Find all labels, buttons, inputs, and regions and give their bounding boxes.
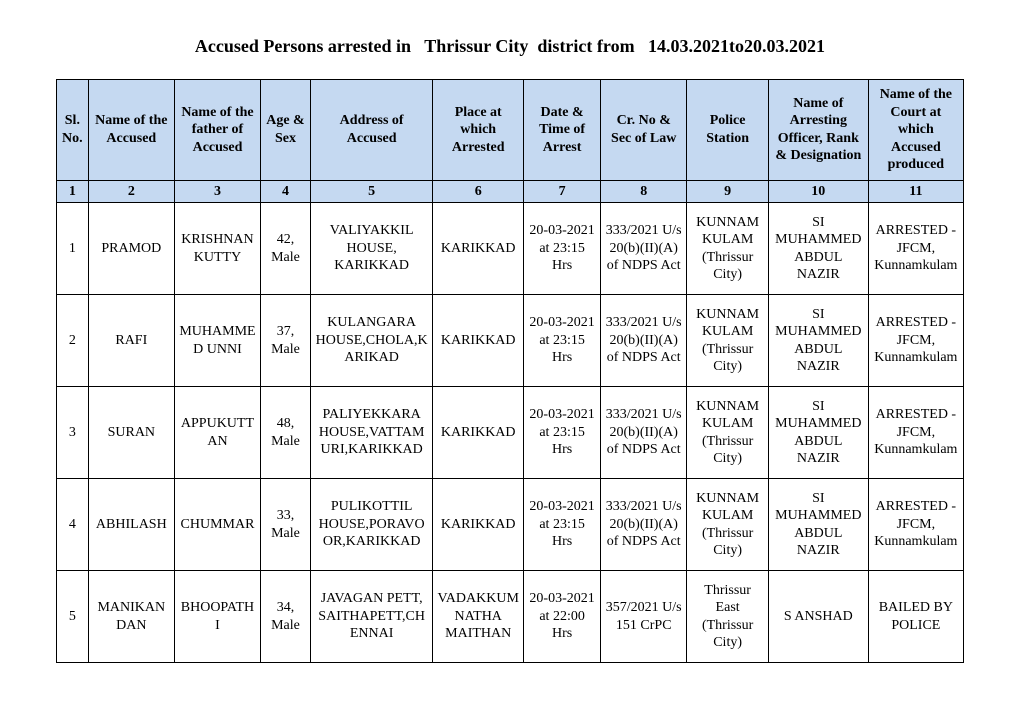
cell-sl: 1 — [57, 203, 89, 295]
cell-address: KULANGARA HOUSE,CHOLA,KARIKAD — [310, 295, 432, 387]
cell-place: VADAKKUMNATHA MAITHAN — [433, 571, 524, 663]
cell-name: MANIKANDAN — [88, 571, 174, 663]
cell-age: 37, Male — [261, 295, 311, 387]
cell-station: KUNNAMKULAM (Thrissur City) — [687, 295, 769, 387]
cell-officer: SI MUHAMMED ABDUL NAZIR — [768, 203, 868, 295]
cell-court: BAILED BY POLICE — [868, 571, 963, 663]
col-header-name: Name of the Accused — [88, 80, 174, 181]
cell-age: 34, Male — [261, 571, 311, 663]
col-header-sl: Sl. No. — [57, 80, 89, 181]
cell-law: 333/2021 U/s 20(b)(II)(A) of NDPS Act — [601, 479, 687, 571]
cell-court: ARRESTED - JFCM, Kunnamkulam — [868, 203, 963, 295]
cell-officer: SI MUHAMMED ABDUL NAZIR — [768, 295, 868, 387]
col-num: 11 — [868, 180, 963, 203]
cell-sl: 4 — [57, 479, 89, 571]
col-header-address: Address of Accused — [310, 80, 432, 181]
cell-address: JAVAGAN PETT, SAITHAPETT,CHENNAI — [310, 571, 432, 663]
cell-address: VALIYAKKIL HOUSE, KARIKKAD — [310, 203, 432, 295]
cell-law: 357/2021 U/s 151 CrPC — [601, 571, 687, 663]
arrest-table: Sl. No. Name of the Accused Name of the … — [56, 79, 964, 663]
col-num: 9 — [687, 180, 769, 203]
col-num: 4 — [261, 180, 311, 203]
col-header-father: Name of the father of Accused — [174, 80, 260, 181]
col-header-station: Police Station — [687, 80, 769, 181]
table-row: 1 PRAMOD KRISHNAN KUTTY 42, Male VALIYAK… — [57, 203, 964, 295]
cell-court: ARRESTED - JFCM, Kunnamkulam — [868, 295, 963, 387]
cell-place: KARIKKAD — [433, 479, 524, 571]
col-header-law: Cr. No & Sec of Law — [601, 80, 687, 181]
table-body: 1 PRAMOD KRISHNAN KUTTY 42, Male VALIYAK… — [57, 203, 964, 663]
col-num: 7 — [524, 180, 601, 203]
col-header-court: Name of the Court at which Accused produ… — [868, 80, 963, 181]
cell-date: 20-03-2021 at 22:00 Hrs — [524, 571, 601, 663]
table-row: 4 ABHILASH CHUMMAR 33, Male PULIKOTTIL H… — [57, 479, 964, 571]
cell-date: 20-03-2021 at 23:15 Hrs — [524, 387, 601, 479]
cell-sl: 3 — [57, 387, 89, 479]
table-column-number-row: 1 2 3 4 5 6 7 8 9 10 11 — [57, 180, 964, 203]
col-num: 5 — [310, 180, 432, 203]
cell-age: 33, Male — [261, 479, 311, 571]
cell-sl: 2 — [57, 295, 89, 387]
cell-name: RAFI — [88, 295, 174, 387]
cell-father: BHOOPATHI — [174, 571, 260, 663]
table-row: 2 RAFI MUHAMMED UNNI 37, Male KULANGARA … — [57, 295, 964, 387]
cell-place: KARIKKAD — [433, 203, 524, 295]
col-num: 1 — [57, 180, 89, 203]
col-num: 2 — [88, 180, 174, 203]
col-num: 3 — [174, 180, 260, 203]
page-title: Accused Persons arrested in Thrissur Cit… — [56, 36, 964, 57]
col-num: 6 — [433, 180, 524, 203]
col-header-age: Age & Sex — [261, 80, 311, 181]
cell-name: SURAN — [88, 387, 174, 479]
cell-age: 48, Male — [261, 387, 311, 479]
cell-name: PRAMOD — [88, 203, 174, 295]
cell-law: 333/2021 U/s 20(b)(II)(A) of NDPS Act — [601, 203, 687, 295]
cell-name: ABHILASH — [88, 479, 174, 571]
col-num: 10 — [768, 180, 868, 203]
cell-sl: 5 — [57, 571, 89, 663]
cell-station: Thrissur East (Thrissur City) — [687, 571, 769, 663]
cell-law: 333/2021 U/s 20(b)(II)(A) of NDPS Act — [601, 295, 687, 387]
cell-address: PALIYEKKARA HOUSE,VATTAMURI,KARIKKAD — [310, 387, 432, 479]
table-row: 5 MANIKANDAN BHOOPATHI 34, Male JAVAGAN … — [57, 571, 964, 663]
col-header-place: Place at which Arrested — [433, 80, 524, 181]
cell-father: KRISHNAN KUTTY — [174, 203, 260, 295]
cell-station: KUNNAMKULAM (Thrissur City) — [687, 203, 769, 295]
cell-place: KARIKKAD — [433, 295, 524, 387]
cell-place: KARIKKAD — [433, 387, 524, 479]
table-header-row: Sl. No. Name of the Accused Name of the … — [57, 80, 964, 181]
table-row: 3 SURAN APPUKUTTAN 48, Male PALIYEKKARA … — [57, 387, 964, 479]
cell-address: PULIKOTTIL HOUSE,PORAVOOR,KARIKKAD — [310, 479, 432, 571]
cell-officer: SI MUHAMMED ABDUL NAZIR — [768, 479, 868, 571]
cell-date: 20-03-2021 at 23:15 Hrs — [524, 295, 601, 387]
cell-date: 20-03-2021 at 23:15 Hrs — [524, 203, 601, 295]
cell-station: KUNNAMKULAM (Thrissur City) — [687, 387, 769, 479]
cell-officer: S ANSHAD — [768, 571, 868, 663]
col-num: 8 — [601, 180, 687, 203]
cell-officer: SI MUHAMMED ABDUL NAZIR — [768, 387, 868, 479]
col-header-date: Date & Time of Arrest — [524, 80, 601, 181]
cell-father: CHUMMAR — [174, 479, 260, 571]
cell-station: KUNNAMKULAM (Thrissur City) — [687, 479, 769, 571]
cell-father: MUHAMMED UNNI — [174, 295, 260, 387]
cell-father: APPUKUTTAN — [174, 387, 260, 479]
cell-court: ARRESTED - JFCM, Kunnamkulam — [868, 387, 963, 479]
cell-date: 20-03-2021 at 23:15 Hrs — [524, 479, 601, 571]
cell-age: 42, Male — [261, 203, 311, 295]
cell-court: ARRESTED - JFCM, Kunnamkulam — [868, 479, 963, 571]
col-header-officer: Name of Arresting Officer, Rank & Design… — [768, 80, 868, 181]
cell-law: 333/2021 U/s 20(b)(II)(A) of NDPS Act — [601, 387, 687, 479]
